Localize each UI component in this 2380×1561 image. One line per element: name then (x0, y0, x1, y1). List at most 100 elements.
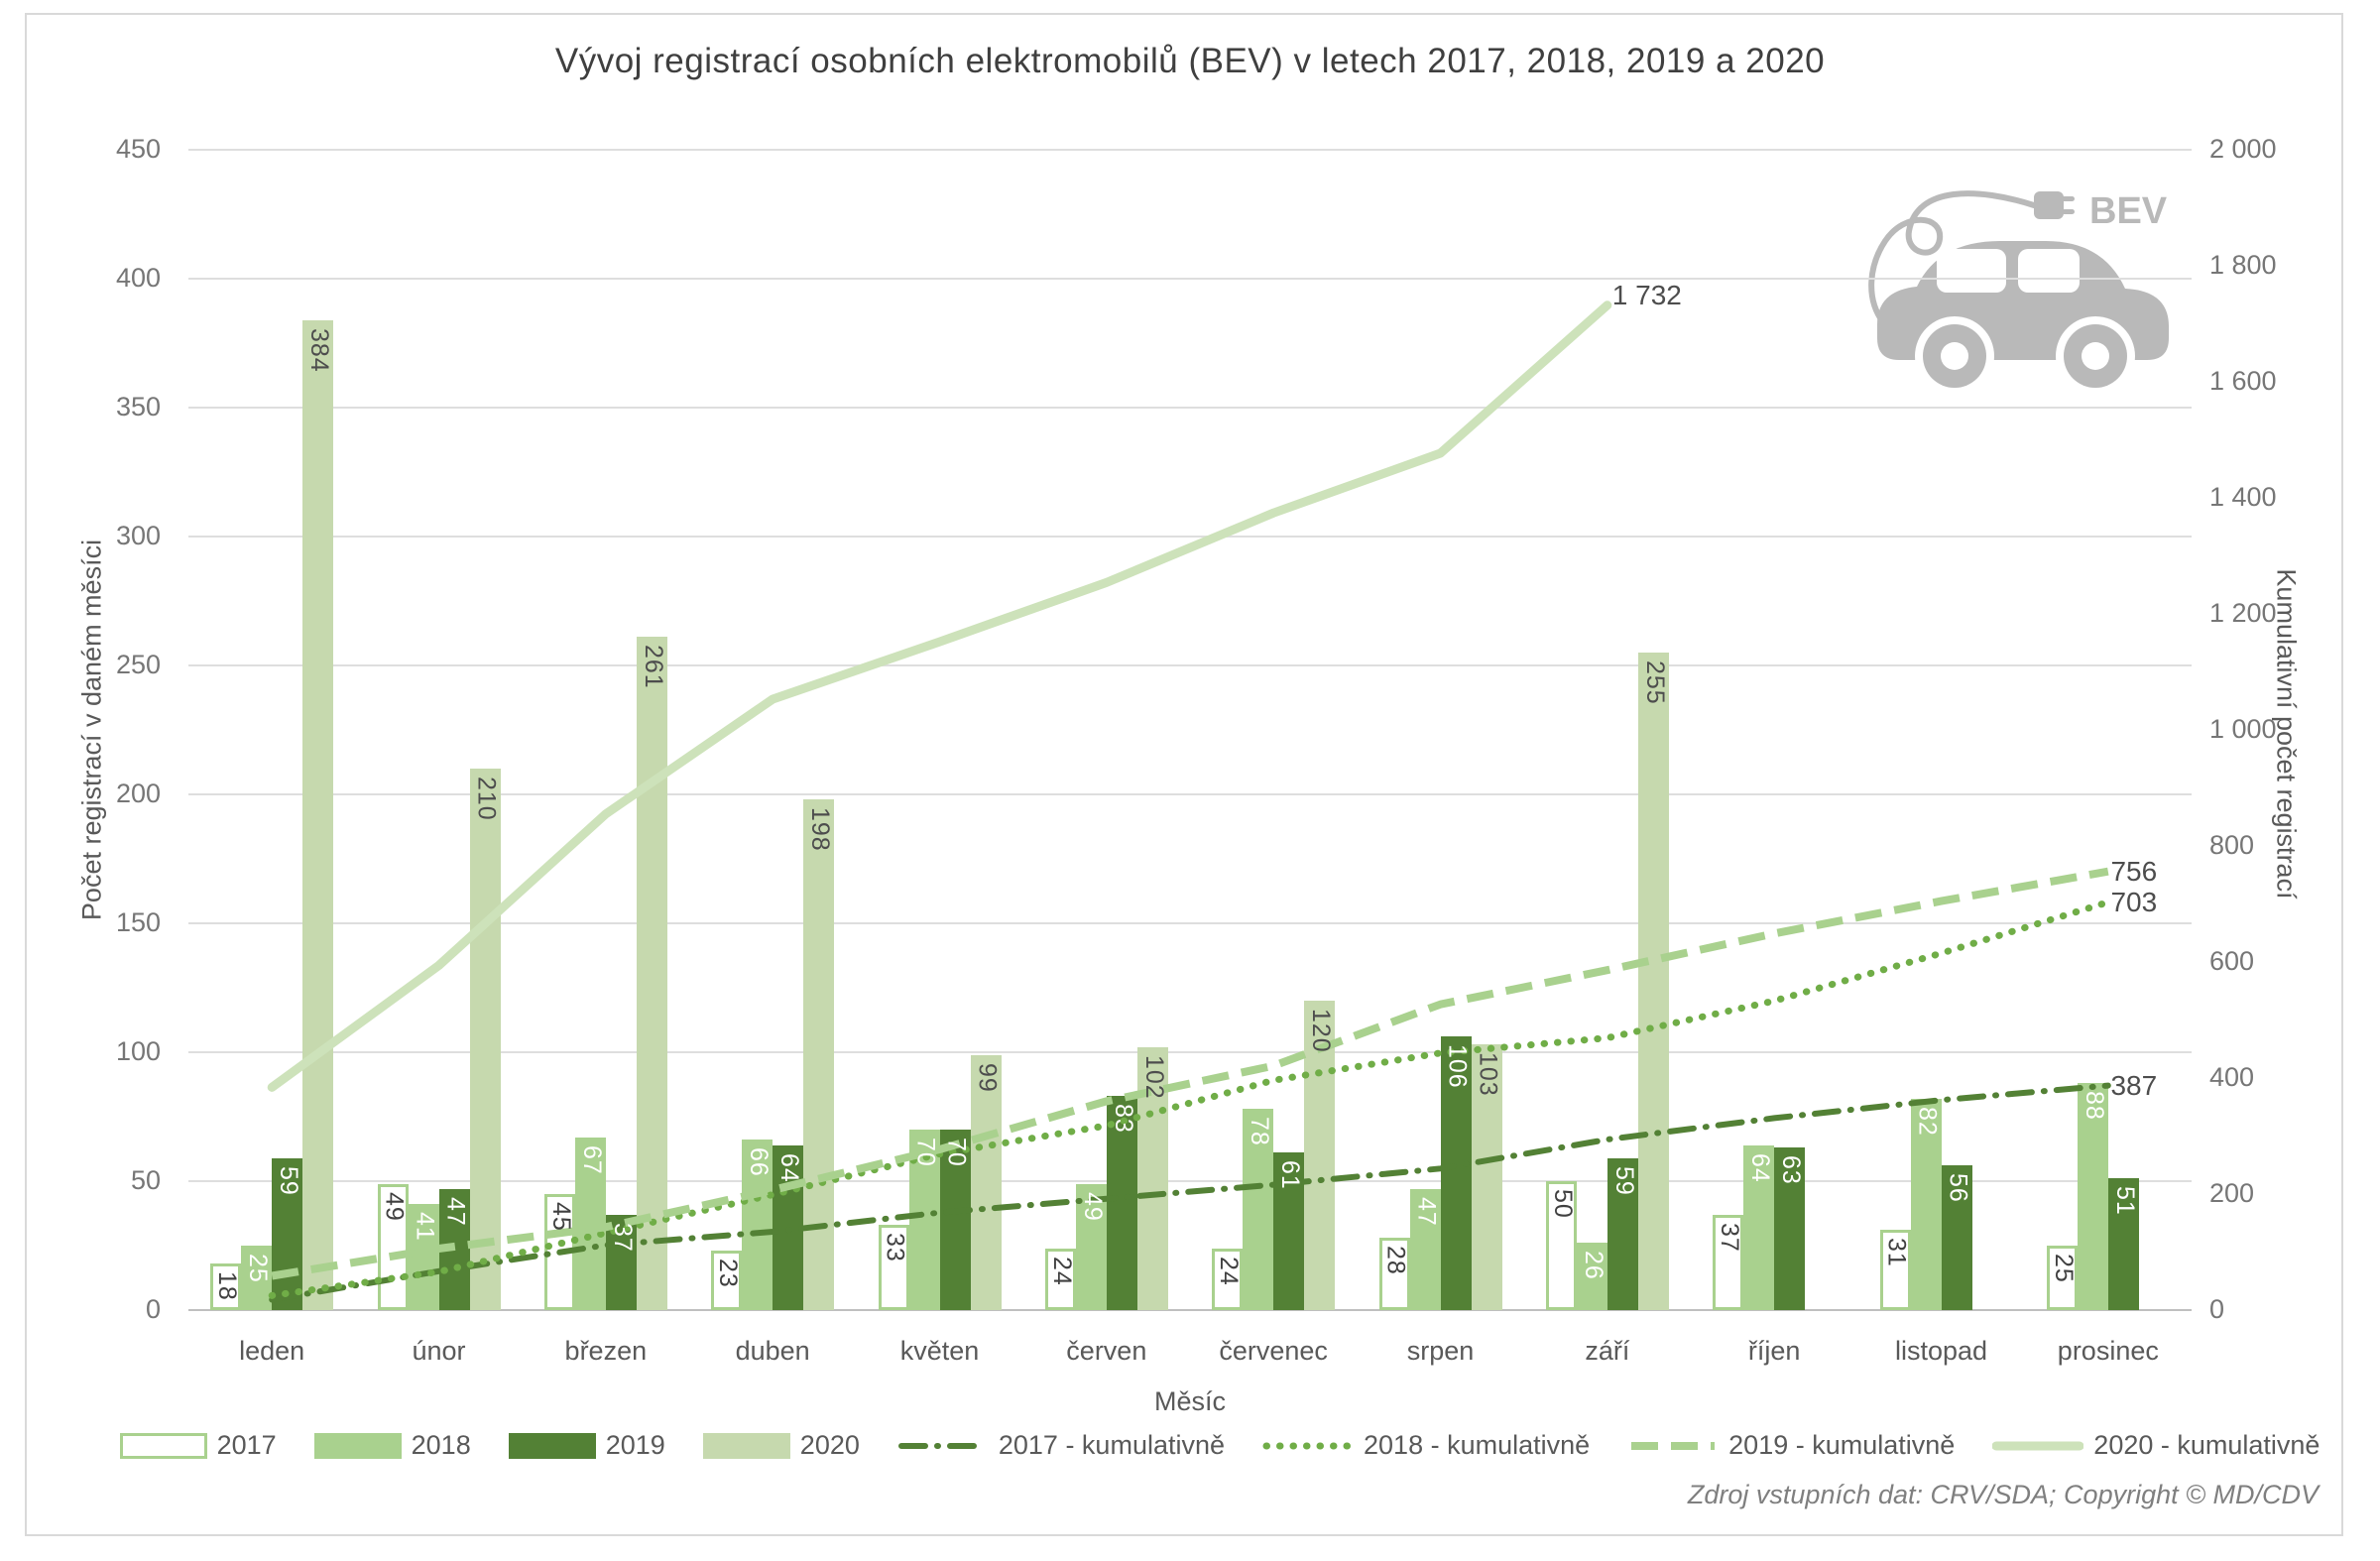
bar-label-2020-červen: 102 (1139, 1054, 1168, 1100)
x-tick-únor: únor (412, 1336, 466, 1366)
bar-label-2018-červen: 49 (1078, 1191, 1107, 1222)
right-tick-1800: 1 800 (2209, 250, 2277, 280)
bar-label-2018-září: 26 (1579, 1251, 1607, 1281)
bar-label-2019-červen: 83 (1109, 1104, 1137, 1134)
bar-2017-leden (210, 1263, 242, 1310)
bar-2020-únor (469, 769, 501, 1310)
right-tick-0: 0 (2209, 1294, 2225, 1324)
bar-2020-leden (302, 319, 334, 1310)
bar-label-2017-leden: 18 (213, 1271, 242, 1301)
x-tick-březen: březen (564, 1336, 648, 1366)
line-2019-kumulativně (271, 867, 2109, 1280)
bar-label-2017-listopad: 31 (1882, 1238, 1911, 1268)
right-tick-1000: 1 000 (2209, 714, 2277, 744)
bar-label-2020-červenec: 120 (1307, 1009, 1336, 1053)
right-tick-200: 200 (2209, 1178, 2255, 1208)
legend-item-2018-kumulativně: 2018 - kumulativně (1262, 1430, 1590, 1461)
bar-2019-srpen (1440, 1036, 1472, 1310)
bar-label-2017-prosinec: 25 (2049, 1254, 2078, 1283)
legend-label: 2018 - kumulativně (1364, 1430, 1591, 1460)
right-tick-400: 400 (2209, 1062, 2255, 1092)
legend-swatch-2019 (508, 1432, 596, 1459)
legend-label: 2017 (216, 1430, 277, 1460)
bar-2020-září (1637, 653, 1669, 1310)
x-tick-duben: duben (735, 1336, 810, 1366)
bar-2018-prosinec (2077, 1083, 2108, 1310)
bar-2018-duben (742, 1140, 774, 1310)
left-tick-250: 250 (115, 650, 161, 679)
bar-2019-červenec (1273, 1152, 1305, 1310)
bar-label-2017-červen: 24 (1047, 1256, 1076, 1286)
bar-2018-leden (241, 1246, 273, 1310)
bar-label-2019-říjen: 63 (1777, 1155, 1806, 1185)
bar-label-2019-únor: 47 (441, 1196, 470, 1227)
legend-swatch-2017 (119, 1432, 207, 1459)
legend-item-2018: 2018 (313, 1430, 471, 1461)
bar-2018-únor (408, 1204, 439, 1310)
electric-car-icon: BEV (1868, 190, 2169, 396)
legend-swatch-2017-kumulativně (897, 1442, 988, 1449)
legend-label: 2018 (411, 1430, 471, 1460)
bar-label-2018-leden: 25 (244, 1254, 273, 1283)
cumulative-lines (267, 300, 2112, 1303)
bar-2018-březen (574, 1137, 606, 1310)
x-tick-srpen: srpen (1406, 1336, 1475, 1366)
bar-2018-červen (1075, 1183, 1107, 1310)
legend-item-2017: 2017 (119, 1430, 277, 1461)
legend-item-2020-kumulativně: 2020 - kumulativně (1992, 1430, 2320, 1461)
legend-item-2019-kumulativně: 2019 - kumulativně (1627, 1430, 1955, 1461)
bar-label-2019-leden: 59 (275, 1165, 303, 1196)
bar-2019-květen (939, 1130, 971, 1310)
bar-2017-červenec (1212, 1248, 1244, 1310)
right-tick-1600: 1 600 (2209, 366, 2277, 396)
bar-2017-červen (1044, 1248, 1076, 1310)
bar-2017-únor (377, 1183, 409, 1310)
bar-label-2018-říjen: 64 (1746, 1152, 1775, 1183)
x-tick-leden: leden (239, 1336, 305, 1366)
bar-label-2017-červenec: 24 (1215, 1256, 1244, 1286)
bar-label-2017-duben: 23 (714, 1259, 743, 1288)
bar-label-2017-březen: 45 (546, 1202, 575, 1232)
legend-swatch-2020-kumulativně (1992, 1441, 2084, 1450)
left-tick-200: 200 (115, 779, 161, 808)
legend: 2017 2018 2019 2020 2017 - kumulativně 2018 -… (119, 1430, 2320, 1461)
end-label-2020: 1 732 (1611, 279, 1682, 310)
bar-2017-prosinec (2046, 1246, 2078, 1310)
bar-2019-červen (1106, 1096, 1137, 1310)
bar-label-2020-duben: 198 (806, 807, 835, 852)
gridline-50 (188, 1180, 2192, 1182)
gridline-200 (188, 793, 2192, 795)
bar-label-2018-květen: 70 (911, 1138, 940, 1167)
bar-label-2018-duben: 66 (745, 1147, 774, 1178)
bar-label-2019-září: 59 (1609, 1165, 1638, 1196)
bar-2020-březen (636, 637, 667, 1310)
left-tick-400: 400 (115, 263, 161, 293)
legend-label: 2020 (799, 1430, 860, 1460)
bar-label-2018-prosinec: 88 (2080, 1091, 2108, 1121)
bar-label-2017-září: 50 (1548, 1189, 1577, 1219)
bar-label-2020-únor: 210 (472, 777, 501, 821)
left-tick-50: 50 (130, 1165, 161, 1195)
gridline-400 (188, 278, 2192, 280)
gridline-0 (188, 1309, 2192, 1311)
legend-item-2019: 2019 (508, 1430, 665, 1461)
x-tick-listopad: listopad (1894, 1336, 1988, 1366)
legend-item-2020: 2020 (702, 1430, 860, 1461)
legend-label: 2020 - kumulativně (2093, 1430, 2320, 1460)
bar-2020-květen (970, 1054, 1002, 1310)
line-2018-kumulativně (268, 899, 2112, 1299)
left-tick-350: 350 (115, 392, 161, 421)
gridline-150 (188, 922, 2192, 924)
legend-item-2017-kumulativně: 2017 - kumulativně (897, 1430, 1225, 1461)
left-tick-450: 450 (115, 134, 161, 164)
bar-label-2017-květen: 33 (881, 1233, 909, 1262)
bar-2017-říjen (1713, 1214, 1744, 1310)
legend-label: 2019 - kumulativně (1728, 1430, 1956, 1460)
left-axis-title: Počet registrací v daném měsíci (76, 539, 107, 921)
source-note: Zdroj vstupních dat: CRV/SDA; Copyright … (1687, 1480, 2319, 1509)
bar-2019-říjen (1774, 1147, 1806, 1310)
bar-2019-leden (272, 1157, 303, 1310)
gridline-450 (188, 149, 2192, 151)
right-tick-600: 600 (2209, 946, 2255, 976)
bar-label-2018-červenec: 78 (1246, 1117, 1274, 1146)
